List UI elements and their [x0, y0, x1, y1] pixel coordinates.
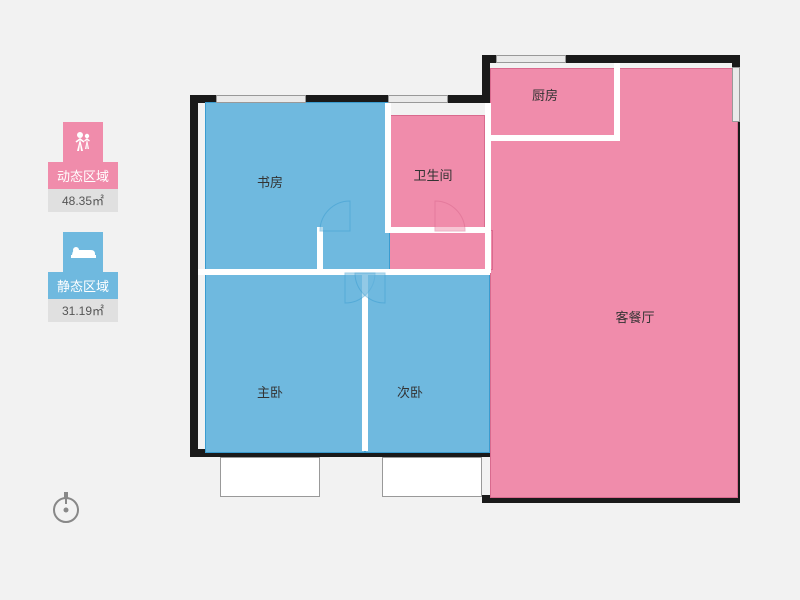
window-2 — [496, 55, 566, 63]
legend-item-static: 静态区域 31.19㎡ — [48, 232, 118, 322]
room-label-kitchen: 厨房 — [515, 85, 575, 104]
room-label-bath: 卫生间 — [403, 165, 463, 184]
people-icon — [63, 122, 103, 162]
window-1 — [388, 95, 448, 103]
legend-dynamic-value: 48.35㎡ — [48, 189, 118, 212]
room-label-living: 客餐厅 — [605, 307, 665, 326]
legend-static-label: 静态区域 — [48, 272, 118, 299]
legend-item-dynamic: 动态区域 48.35㎡ — [48, 122, 118, 212]
room-label-master: 主卧 — [240, 382, 300, 401]
balcony-1 — [382, 457, 482, 497]
floor-plan: 客餐厅 厨房卫生间 书房主卧 次卧 — [190, 55, 740, 543]
window-3 — [732, 67, 740, 122]
room-label-study: 书房 — [240, 172, 300, 191]
room-label-second: 次卧 — [380, 382, 440, 401]
compass-icon — [48, 490, 84, 526]
legend-dynamic-label: 动态区域 — [48, 162, 118, 189]
sleep-icon — [63, 232, 103, 272]
legend-static-value: 31.19㎡ — [48, 299, 118, 322]
window-0 — [216, 95, 306, 103]
legend-panel: 动态区域 48.35㎡ 静态区域 31.19㎡ — [48, 122, 118, 342]
balcony-0 — [220, 457, 320, 497]
